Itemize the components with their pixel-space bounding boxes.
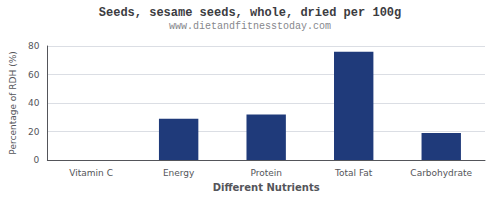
svg-text:Different Nutrients: Different Nutrients [213,182,320,193]
svg-text:Seeds, sesame seeds, whole, dr: Seeds, sesame seeds, whole, dried per 10… [99,6,401,20]
svg-text:60: 60 [28,70,40,80]
svg-text:80: 80 [28,41,40,51]
svg-text:Vitamin C: Vitamin C [69,168,113,178]
svg-text:20: 20 [28,127,40,137]
svg-text:Percentage of RDH (%): Percentage of RDH (%) [8,51,18,154]
svg-text:Energy: Energy [163,168,195,178]
svg-text:40: 40 [28,98,40,108]
svg-text:Total Fat: Total Fat [334,168,373,178]
svg-text:www.dietandfitnesstoday.com: www.dietandfitnesstoday.com [169,21,331,32]
svg-text:Protein: Protein [250,168,282,178]
svg-text:0: 0 [34,155,40,165]
svg-text:Carbohydrate: Carbohydrate [410,168,472,178]
